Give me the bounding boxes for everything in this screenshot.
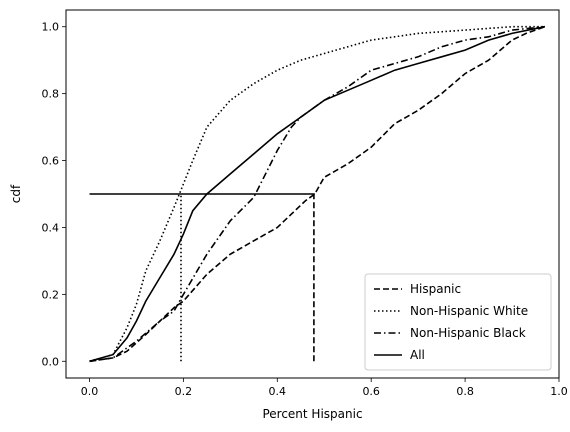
- legend-label: Hispanic: [410, 282, 461, 296]
- y-tick-label: 0.4: [42, 221, 60, 234]
- y-axis-ticks: 0.0 0.2 0.4 0.6 0.8 1.0: [42, 21, 66, 368]
- legend-label: Non-Hispanic Black: [410, 326, 526, 340]
- series-all: [89, 25, 546, 363]
- x-tick-label: 0.4: [269, 385, 287, 398]
- y-axis-label: cdf: [9, 184, 23, 203]
- y-tick-label: 0.8: [42, 88, 60, 101]
- legend-box: [364, 273, 552, 371]
- axes-frame: [65, 9, 560, 379]
- y-tick-label: 1.0: [42, 21, 60, 34]
- legend-label: Non-Hispanic White: [410, 304, 528, 318]
- y-tick-label: 0.2: [42, 288, 60, 301]
- plot-lines: [89, 25, 546, 363]
- x-axis-ticks: 0.0 0.2 0.4 0.6 0.8 1.0: [81, 378, 568, 398]
- series-non-hispanic-white: [89, 25, 545, 363]
- legend: Hispanic Non-Hispanic White Non-Hispanic B…: [364, 273, 552, 371]
- y-tick-label: 0.0: [42, 355, 60, 368]
- y-tick-label: 0.6: [42, 155, 60, 168]
- legend-label: All: [410, 348, 425, 362]
- series-non-hispanic-black: [89, 25, 545, 363]
- x-tick-label: 0.6: [362, 385, 380, 398]
- x-tick-label: 0.2: [175, 385, 193, 398]
- x-tick-label: 1.0: [550, 385, 568, 398]
- x-axis-label: Percent Hispanic: [262, 407, 362, 421]
- x-tick-label: 0.8: [456, 385, 474, 398]
- x-tick-label: 0.0: [81, 385, 99, 398]
